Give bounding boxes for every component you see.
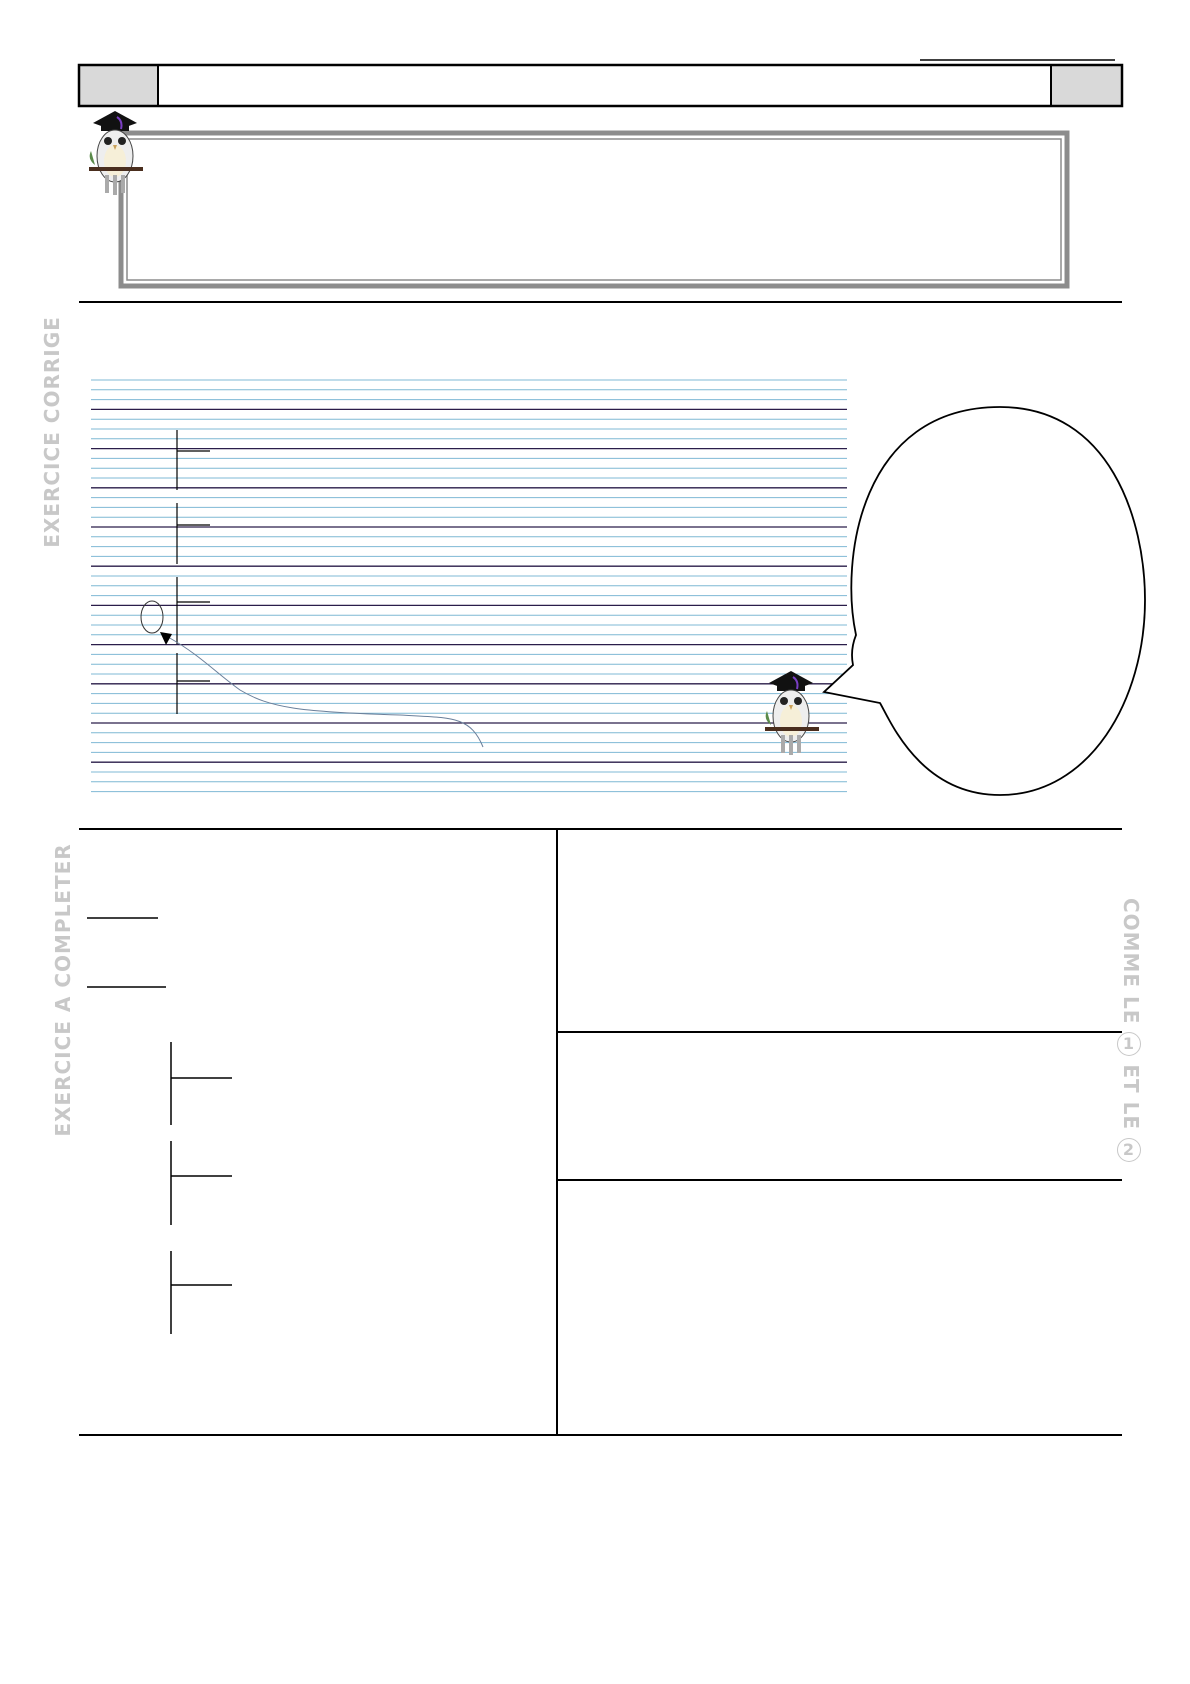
exercise-complete-label: EXERCICE A COMPLETER: [51, 843, 75, 1137]
corrected-brackets: [176, 430, 210, 714]
exercise-corrected-label: EXERCICE CORRIGE: [40, 316, 64, 548]
arrow-curve: [167, 636, 484, 748]
exercise-grid: [79, 828, 1122, 1436]
ruled-paper: [91, 379, 847, 793]
complete-exercise-marks: [87, 917, 232, 1334]
circled-number-1: 1: [1117, 1032, 1141, 1057]
arrowhead-icon: [160, 632, 172, 645]
speech-bubble: [822, 406, 1146, 796]
circled-number-2: 2: [1117, 1138, 1141, 1163]
highlight-ellipse: [140, 600, 164, 634]
owl-graduate-icon: [89, 111, 143, 195]
header-box: [77, 63, 1124, 108]
hint-prefix: COMME LE: [1119, 897, 1143, 1025]
lesson-frame: [118, 130, 1070, 289]
hint-middle: ET LE: [1119, 1064, 1143, 1131]
hint-label: COMME LE 1 ET LE 2: [1117, 897, 1143, 1163]
owl-graduate-icon: [765, 671, 819, 755]
